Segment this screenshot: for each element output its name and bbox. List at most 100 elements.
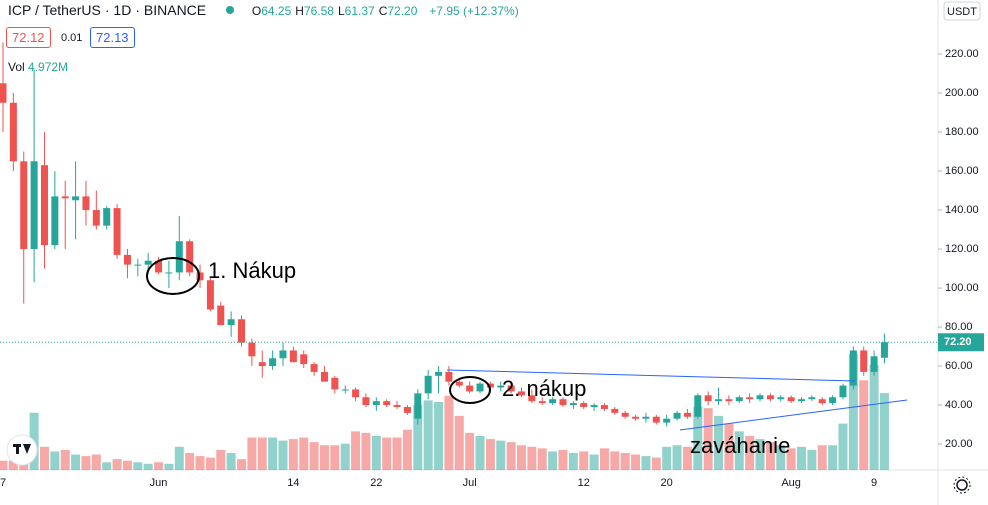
volume-bar: [589, 454, 599, 470]
volume-bar: [454, 415, 464, 470]
candle-body: [683, 412, 691, 417]
candles: [0, 42, 888, 427]
volume-bar: [361, 432, 371, 470]
candle-body: [248, 342, 256, 357]
volume-bar: [122, 460, 132, 470]
candle-body: [839, 385, 847, 398]
y-tick-label: 80.00: [945, 321, 973, 333]
candle-body: [632, 416, 640, 419]
y-tick-label: 40.00: [945, 399, 973, 411]
candle-body: [600, 405, 608, 409]
volume-bar: [662, 446, 672, 470]
volume-bar: [651, 457, 661, 470]
x-tick-label: 9: [871, 477, 877, 489]
candle-body: [123, 254, 131, 265]
volume-bar: [154, 462, 164, 470]
candle-body: [528, 395, 536, 402]
settings-icon[interactable]: [953, 476, 971, 494]
candle-body: [559, 399, 567, 406]
volume-bar: [50, 451, 60, 470]
volume-bar: [81, 456, 91, 470]
volume-bar: [465, 432, 475, 470]
candle-body: [756, 395, 764, 400]
volume-bar: [319, 445, 329, 470]
last-price-label: 72.20: [944, 336, 972, 348]
x-tick-label: 20: [661, 477, 673, 489]
candle-body: [414, 393, 422, 419]
candle-body: [238, 319, 246, 343]
buy-price[interactable]: 72.13: [90, 27, 135, 48]
volume-bar: [444, 395, 454, 470]
candle-body: [860, 350, 868, 372]
volume-bar: [205, 457, 215, 470]
volume-bar: [195, 456, 205, 470]
currency[interactable]: USDT: [947, 6, 977, 18]
candle-body: [797, 399, 805, 402]
candle-body: [165, 272, 173, 274]
candle-body: [766, 395, 774, 400]
candle-body: [476, 383, 484, 392]
volume-bar: [558, 449, 568, 470]
candle-body: [787, 397, 795, 402]
volume-bar: [714, 415, 724, 470]
volume-bar: [724, 423, 734, 470]
candle-body: [746, 397, 754, 400]
candle-body: [82, 196, 90, 211]
volume-bar: [164, 463, 174, 470]
volume-bar: [599, 448, 609, 470]
volume-bar: [610, 451, 620, 470]
ohlc-value: 76.58: [303, 4, 334, 18]
candle-body: [279, 350, 287, 359]
volume-bar: [475, 435, 485, 470]
interval: 1D: [113, 2, 132, 18]
volume-bar: [268, 437, 278, 470]
candle-body: [569, 403, 577, 406]
candle-body: [611, 408, 619, 413]
candle-body: [735, 397, 743, 402]
candle-body: [486, 383, 494, 388]
candle-body: [155, 260, 163, 273]
volume-bar: [413, 405, 423, 470]
y-tick-label: 100.00: [945, 282, 979, 294]
volume-bar: [174, 446, 184, 470]
candle-body: [9, 102, 17, 162]
candle-body: [134, 264, 142, 266]
volume-bar: [133, 462, 143, 470]
candle-body: [341, 389, 349, 391]
volume-bar: [143, 463, 153, 470]
volume-legend: Vol 4.972M: [8, 60, 68, 74]
volume-bar: [382, 437, 392, 470]
candle-body: [880, 342, 888, 358]
volume-bar: [579, 451, 589, 470]
exchange: BINANCE: [143, 2, 207, 18]
y-tick-label: 60.00: [945, 360, 973, 372]
candle-body: [362, 397, 370, 406]
candle-body: [549, 399, 557, 404]
volume-bar: [631, 454, 641, 470]
candle-body: [455, 381, 463, 386]
ohlc-value: 64.25: [261, 4, 292, 18]
candle-body: [642, 416, 650, 419]
candle-body: [196, 272, 204, 281]
sell-price[interactable]: 72.12: [6, 27, 51, 48]
volume-bar: [299, 437, 309, 470]
candle-body: [51, 196, 59, 246]
volume-bar: [496, 440, 506, 470]
y-tick-label: 20.00: [945, 438, 973, 450]
volume-bar: [527, 446, 537, 470]
currency-box[interactable]: [943, 1, 981, 21]
volume-bar: [278, 440, 288, 470]
volume-bar: [807, 449, 817, 470]
y-tick-label: 120.00: [945, 243, 979, 255]
volume-bar: [506, 442, 516, 470]
ohlc-key: L: [337, 4, 345, 18]
candle-body: [829, 397, 837, 404]
candle-body: [870, 356, 878, 372]
y-tick-label: 160.00: [945, 165, 979, 177]
candle-body: [403, 407, 411, 413]
candle-body: [0, 83, 7, 103]
candle-body: [310, 364, 318, 372]
volume-bar: [765, 442, 775, 470]
volume-bar: [548, 451, 558, 470]
x-tick-label: Jul: [463, 477, 477, 489]
